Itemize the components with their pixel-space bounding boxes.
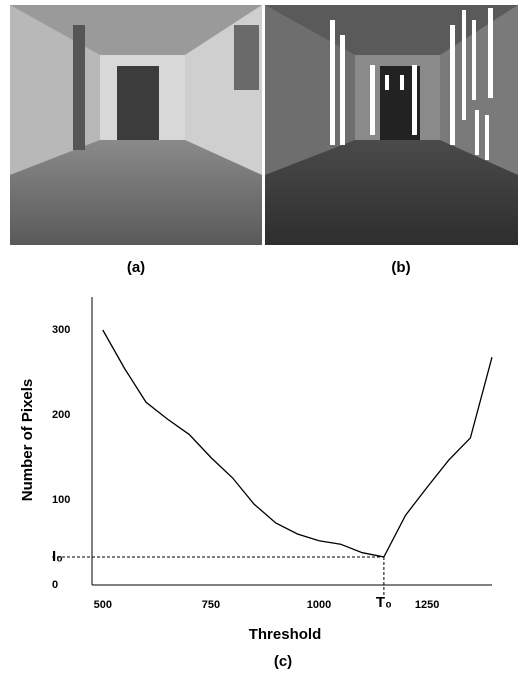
- panel-label: (a): [127, 259, 145, 276]
- y-tick-label: I₀: [52, 548, 63, 565]
- x-tick-label: 750: [202, 599, 220, 611]
- x-axis-label: Threshold: [249, 626, 322, 643]
- x-tick-label: 1000: [307, 599, 331, 611]
- photo-a: [10, 5, 262, 245]
- y-tick-label: 100: [52, 494, 70, 506]
- x-tick-label: 500: [94, 599, 112, 611]
- y-axis-label: Number of Pixels: [19, 379, 36, 502]
- caption: (c): [274, 653, 292, 670]
- y-tick-label: 300: [52, 324, 70, 336]
- data-line: [102, 329, 493, 558]
- y-tick-label: 0: [52, 579, 58, 591]
- y-tick-label: 200: [52, 409, 70, 421]
- x-tick-label: T₀: [376, 594, 392, 611]
- x-tick-label: 1250: [415, 599, 439, 611]
- photo-b: [265, 5, 518, 245]
- panel-label: (b): [391, 259, 410, 276]
